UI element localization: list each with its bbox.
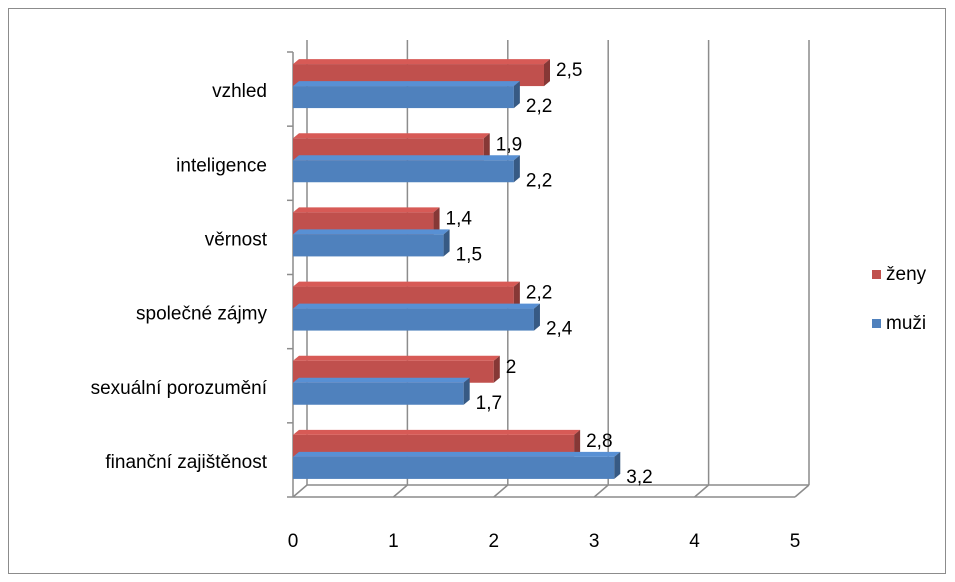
data-label: 2,2 [526, 170, 552, 191]
labels: vzhled inteligence věrnost společné zájmy se… [91, 60, 801, 552]
bar-side-face [483, 133, 490, 161]
bar [293, 212, 434, 235]
bar-top-face [293, 281, 520, 287]
bar-side-face [513, 155, 520, 183]
data-label: 3,2 [626, 467, 652, 488]
bar-top-face [293, 377, 470, 383]
category-label: vzhled [212, 81, 267, 102]
legend-label: ženy [886, 264, 927, 285]
bar [293, 64, 544, 87]
bar [293, 86, 514, 109]
bar-top-face [293, 155, 520, 161]
bar-side-face [513, 281, 520, 309]
data-label: 1,7 [476, 393, 502, 414]
x-tick-label: 1 [388, 531, 399, 552]
data-label: 2,8 [586, 431, 612, 452]
bar-side-face [443, 229, 450, 257]
bar [293, 360, 494, 383]
data-label: 1,4 [446, 208, 473, 229]
bar-top-face [293, 229, 450, 235]
bar-side-face [463, 377, 470, 405]
bar-top-face [293, 429, 581, 435]
bar-side-face [574, 429, 581, 457]
bar-top-face [293, 303, 540, 309]
bar [293, 138, 484, 161]
x-tick-label: 4 [689, 531, 700, 552]
gridline-floor [694, 484, 710, 498]
x-tick-label: 2 [489, 531, 500, 552]
gridlines [292, 40, 810, 498]
category-label: finanční zajištěnost [105, 452, 267, 473]
gridline-floor [493, 484, 509, 498]
gridline-floor [794, 484, 810, 498]
bar-top-face [293, 59, 550, 65]
x-tick-label: 5 [790, 531, 801, 552]
bar-top-face [293, 451, 621, 457]
x-tick-label: 3 [589, 531, 600, 552]
data-label: 2,5 [556, 60, 582, 81]
bar [293, 234, 444, 257]
bar-side-face [614, 451, 621, 479]
bar [293, 308, 534, 331]
bar-side-face [493, 355, 500, 383]
category-label: inteligence [176, 155, 267, 176]
bar-side-face [544, 59, 550, 87]
bar [293, 382, 464, 405]
gridline-floor [593, 484, 609, 498]
gridline-floor [392, 484, 408, 498]
bar-top-face [293, 355, 500, 361]
category-label: věrnost [205, 229, 268, 250]
bar-top-face [293, 133, 490, 139]
bar-side-face [433, 207, 440, 235]
axes [287, 51, 795, 498]
bar-top-face [293, 81, 520, 87]
bar-top-face [293, 207, 440, 213]
bar [293, 160, 514, 183]
bar-side-face [533, 303, 540, 331]
bar [293, 434, 575, 457]
data-label: 1,9 [496, 134, 522, 155]
legend-label: muži [886, 313, 926, 334]
data-label: 2 [506, 357, 517, 378]
bar [293, 286, 514, 309]
legend-swatch [872, 319, 881, 328]
category-label: společné zájmy [136, 304, 267, 325]
bar-side-face [513, 81, 520, 109]
x-tick-label: 0 [288, 531, 299, 552]
bar [293, 456, 615, 479]
category-label: sexuální porozumění [91, 378, 268, 399]
data-label: 1,5 [456, 244, 482, 265]
data-label: 2,4 [546, 319, 573, 340]
bars [293, 59, 621, 479]
legend-swatch [872, 270, 881, 279]
gridline-floor [292, 484, 308, 498]
data-label: 2,2 [526, 283, 552, 304]
legend: ženy muži [872, 264, 927, 334]
data-label: 2,2 [526, 96, 552, 117]
